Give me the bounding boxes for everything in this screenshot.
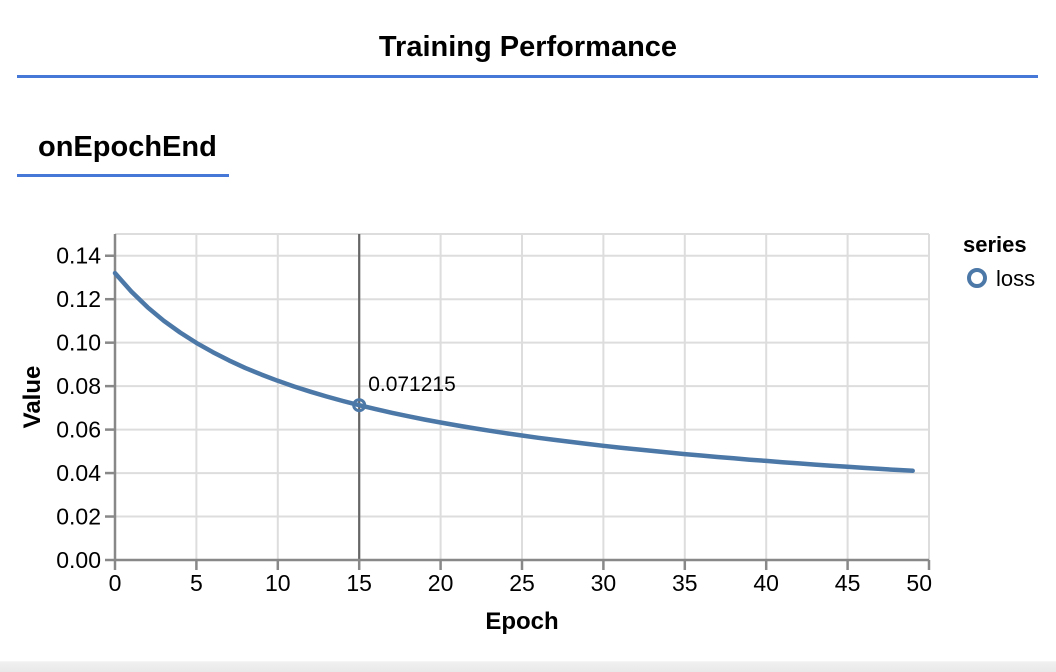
legend-title: series [963, 232, 1027, 257]
x-tick-label: 20 [428, 570, 454, 596]
x-tick-label: 15 [346, 570, 372, 596]
x-tick-label: 0 [109, 570, 122, 596]
y-tick-label: 0.12 [56, 286, 101, 312]
y-axis-title: Value [19, 366, 46, 429]
data-point-value-label: 0.071215 [368, 373, 456, 396]
section-title: onEpochEnd [38, 131, 217, 163]
y-tick-label: 0.08 [56, 373, 101, 399]
x-axis-title: Epoch [485, 608, 558, 635]
legend-symbol-loss[interactable] [967, 268, 987, 288]
series-line-loss [112, 270, 915, 474]
x-tick-label: 10 [265, 570, 291, 596]
y-tick-label: 0.10 [56, 330, 101, 356]
y-tick-label: 0.06 [56, 417, 101, 443]
x-tick-label: 35 [672, 570, 698, 596]
y-tick-label: 0.04 [56, 460, 101, 486]
x-tick-label: 40 [753, 570, 779, 596]
data-point-marker[interactable] [352, 398, 367, 413]
x-tick-label: 25 [509, 570, 535, 596]
legend-label-loss: loss [996, 266, 1035, 291]
x-tick-label: 5 [190, 570, 203, 596]
y-tick-label: 0.02 [56, 504, 101, 530]
page-title: Training Performance [378, 31, 678, 63]
bottom-divider [0, 661, 1056, 672]
x-tick-label: 30 [591, 570, 617, 596]
y-tick-label: 0.14 [56, 243, 101, 269]
x-tick-label: 45 [835, 570, 861, 596]
section-underline [17, 174, 229, 177]
x-tick-label: 50 [906, 570, 932, 596]
y-tick-label: 0.00 [56, 547, 101, 573]
title-underline [17, 75, 1038, 78]
